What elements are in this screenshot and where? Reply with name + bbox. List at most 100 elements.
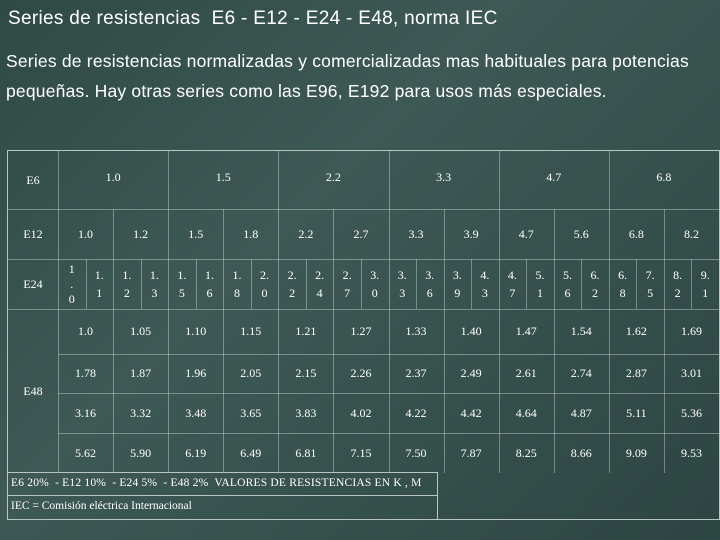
resistor-series-table: E6 E12 E24 E48 1.0 1.5 2.2 3.3 4.7 6.8 1.0 1.2 1.5 1.…: [7, 150, 720, 520]
e24-divider: [250, 259, 252, 309]
e48-divider: [443, 433, 445, 473]
e48-divider: [333, 393, 335, 433]
e48-cell: 5.11: [626, 405, 647, 420]
e6-divider: [168, 151, 170, 209]
e24-cell: 1. 3: [141, 259, 169, 309]
e48-divider: [223, 309, 225, 354]
e24-cell-part: 3.: [452, 268, 462, 282]
e48-divider: [498, 354, 500, 393]
header-divider: [58, 151, 59, 473]
e24-cell-part: 1.: [232, 268, 242, 282]
e24-cell-part: 2: [592, 286, 599, 300]
row-divider: [8, 209, 719, 210]
row-divider: [8, 309, 719, 310]
e12-divider: [608, 209, 610, 259]
e48-divider: [113, 433, 115, 473]
e48-cell: 6.49: [240, 445, 262, 460]
e48-cell: 1.0: [78, 324, 94, 338]
e48-cell: 3.16: [75, 405, 97, 420]
e48-cell: 2.87: [625, 366, 647, 380]
e48-cell: 1.87: [130, 366, 152, 380]
e48-divider: [443, 354, 445, 393]
e24-cell-part: 2: [289, 286, 296, 300]
e24-cell-part: 9.: [700, 268, 710, 282]
e48-divider: [608, 433, 610, 473]
e24-divider: [305, 259, 307, 309]
e48-divider: [443, 309, 445, 354]
e48-divider: [608, 393, 610, 433]
e12-cell: 2.2: [298, 226, 314, 241]
e48-cell: 1.47: [515, 324, 537, 338]
e48-cell: 1.05: [130, 324, 152, 338]
e24-divider: [113, 259, 115, 309]
e48-cell: 2.37: [405, 366, 427, 380]
e24-cell-part: 6: [426, 286, 433, 300]
intro-paragraph: Series de resistencias normalizadas y co…: [6, 51, 689, 101]
e24-cell-part: 0: [261, 286, 268, 300]
e6-cell: 1.0: [105, 169, 121, 184]
e24-divider: [278, 259, 280, 309]
e24-cell-part: 8.: [673, 268, 683, 282]
e24-cell-part: 7.: [645, 268, 655, 282]
e24-cell-part: 6: [206, 286, 213, 300]
e48-cell: 3.83: [295, 405, 317, 420]
e12-divider: [168, 209, 170, 259]
e24-divider: [471, 259, 473, 309]
e48-divider: [278, 393, 280, 433]
e24-cell-part: 6.: [618, 268, 628, 282]
e24-divider: [663, 259, 665, 309]
e6-divider: [388, 151, 390, 209]
e48-cell: 1.10: [185, 324, 207, 338]
e24-cell-part: 3.: [370, 268, 380, 282]
e12-cell: 1.5: [188, 226, 204, 241]
e48-cell: 3.32: [130, 405, 152, 420]
e24-cell-part: 6.: [590, 268, 600, 282]
e48-cell: 1.96: [185, 366, 207, 380]
e12-divider: [443, 209, 445, 259]
e24-cell-part: .: [70, 276, 74, 291]
row-divider: [58, 433, 719, 434]
row-header-e24: E24: [23, 276, 43, 291]
e48-cell: 7.15: [350, 445, 372, 460]
e24-cell: 3. 3: [389, 259, 417, 309]
e48-cell: 1.40: [460, 324, 482, 338]
e12-divider: [498, 209, 500, 259]
e48-cell: 4.64: [515, 405, 537, 420]
e48-divider: [113, 309, 115, 354]
e48-divider: [443, 393, 445, 433]
e24-cell-part: 2.: [315, 268, 325, 282]
e24-cell: 8. 2: [664, 259, 692, 309]
e24-cell-part: 2: [674, 286, 681, 300]
e12-divider: [223, 209, 225, 259]
e12-cell: 5.6: [573, 226, 589, 241]
e48-cell: 4.42: [460, 405, 482, 420]
e24-divider: [333, 259, 335, 309]
e24-cell: 5. 6: [554, 259, 582, 309]
e48-cell: 2.49: [460, 366, 482, 380]
e24-cell: 4. 3: [471, 259, 499, 309]
e24-divider: [168, 259, 170, 309]
e48-cell: 6.81: [295, 445, 317, 460]
e24-cell-part: 2: [123, 286, 130, 300]
e48-cell: 7.87: [460, 445, 482, 460]
e24-cell-part: 3: [151, 286, 158, 300]
e24-cell-part: 1.: [94, 268, 104, 282]
e24-cell-part: 7: [509, 286, 516, 300]
e48-divider: [663, 433, 665, 473]
e24-cell-part: 4: [316, 286, 323, 300]
e24-divider: [526, 259, 528, 309]
e24-cell: 6. 2: [581, 259, 609, 309]
e48-divider: [223, 393, 225, 433]
e48-cell: 4.22: [405, 405, 427, 420]
e48-cell: 8.25: [515, 445, 537, 460]
e24-cell: 9. 1: [691, 259, 719, 309]
e24-cell-part: 2.: [342, 268, 352, 282]
e6-cell: 3.3: [436, 169, 452, 184]
e24-cell-part: 8: [234, 286, 241, 300]
e24-cell-part: 1: [68, 261, 75, 276]
e48-cell: 7.50: [405, 445, 427, 460]
row-divider: [58, 354, 719, 355]
row-divider: [58, 393, 719, 394]
e24-cell: 1. 1: [86, 259, 114, 309]
e24-cell: 3. 9: [444, 259, 472, 309]
